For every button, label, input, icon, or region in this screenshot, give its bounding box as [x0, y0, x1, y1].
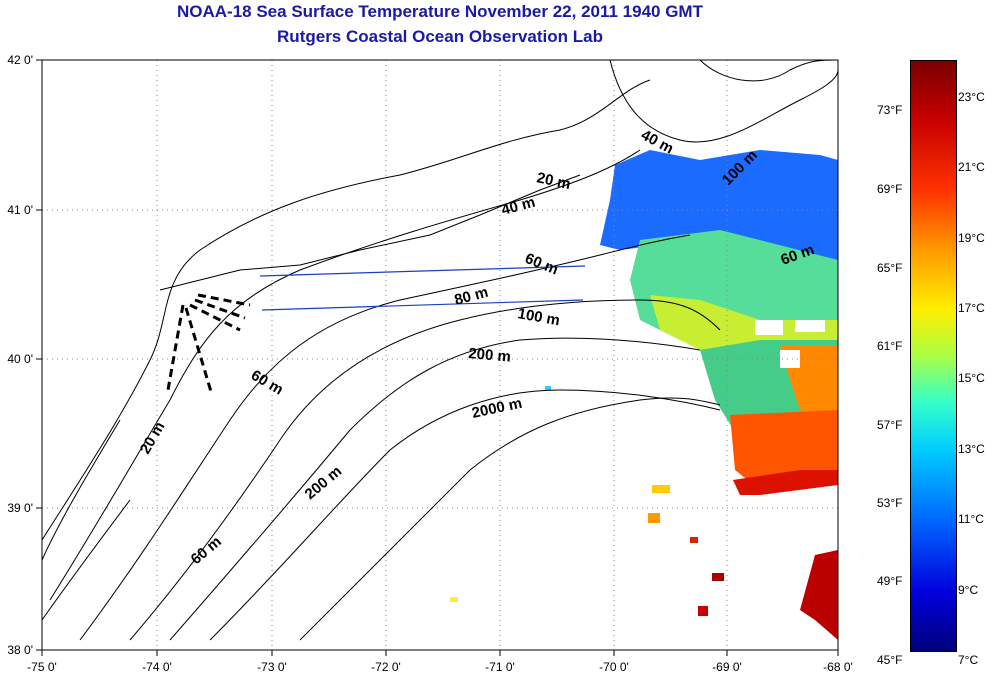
depth-label: 60 m [523, 250, 561, 279]
depth-label: 60 m [188, 533, 225, 568]
lat-tick-label: 40 0' [7, 352, 33, 366]
colorbar-f-label: 49°F [877, 574, 903, 588]
dashed-radials [166, 293, 251, 396]
lon-tick-label: -73 0' [257, 660, 287, 674]
map-title: NOAA-18 Sea Surface Temperature November… [177, 2, 703, 21]
map-frame [41, 59, 839, 651]
colorbar-c-label: 11°C [958, 512, 984, 526]
colorbar-f-label: 57°F [877, 418, 903, 432]
lat-labels: 42 0' 41 0' 40 0' 39 0' 38 0' [7, 53, 33, 657]
colorbar-f-label: 73°F [877, 103, 903, 117]
colorbar-f-label: 69°F [877, 182, 903, 196]
colorbar-f-label: 61°F [877, 339, 903, 353]
depth-label: 60 m [248, 367, 286, 399]
depth-label: 40 m [500, 194, 537, 219]
depth-label: 20 m [137, 419, 169, 457]
colorbar-f-label: 65°F [877, 261, 903, 275]
sst-field [450, 150, 838, 640]
depth-label: 100 m [516, 305, 561, 329]
lon-tick-label: -74 0' [142, 660, 172, 674]
transect-lines [259, 265, 586, 311]
lon-tick-label: -70 0' [599, 660, 629, 674]
temperature-colorbar [910, 60, 957, 652]
lat-tick-label: 39 0' [7, 501, 33, 515]
depth-label: 20 m [535, 169, 572, 193]
lat-tick-label: 38 0' [7, 643, 33, 657]
colorbar-c-label: 19°C [958, 231, 985, 245]
lon-tick-label: -69 0' [712, 660, 742, 674]
depth-label: 200 m [468, 345, 512, 366]
colorbar-c-label: 15°C [958, 371, 985, 385]
colorbar-c-label: 23°C [958, 90, 985, 104]
depth-label: 200 m [302, 463, 346, 503]
lat-tick-label: 41 0' [7, 203, 33, 217]
lat-tick-label: 42 0' [7, 53, 33, 67]
lon-labels: -75 0' -74 0' -73 0' -72 0' -71 0' -70 0… [27, 660, 853, 674]
colorbar-c-label: 17°C [958, 301, 985, 315]
colorbar-f-label: 45°F [877, 653, 903, 667]
bathymetry-contours [41, 59, 839, 641]
map-subtitle: Rutgers Coastal Ocean Observation Lab [277, 27, 603, 46]
axis-ticks [36, 59, 839, 656]
lat-lon-grid [42, 60, 838, 650]
lon-tick-label: -68 0' [823, 660, 853, 674]
lon-tick-label: -75 0' [27, 660, 57, 674]
colorbar-c-label: 21°C [958, 160, 985, 174]
colorbar-c-label: 9°C [958, 583, 979, 597]
colorbar-f-label: 53°F [877, 496, 903, 510]
colorbar-c-label: 7°C [958, 653, 979, 667]
depth-label: 2000 m [470, 395, 523, 422]
colorbar-c-label: 13°C [958, 442, 985, 456]
lon-tick-label: -72 0' [371, 660, 401, 674]
lon-tick-label: -71 0' [485, 660, 515, 674]
